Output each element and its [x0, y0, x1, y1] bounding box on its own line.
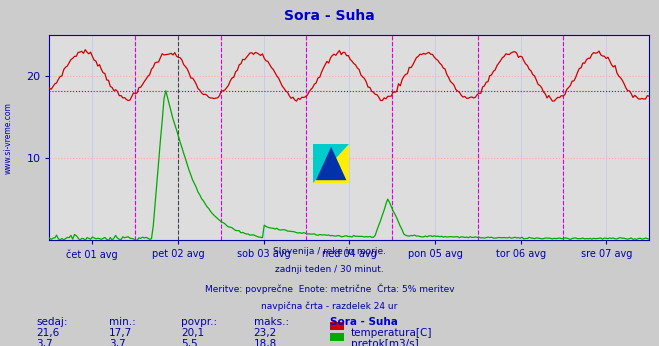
Text: 3,7: 3,7 [109, 339, 125, 346]
Text: temperatura[C]: temperatura[C] [351, 328, 432, 338]
Text: 3,7: 3,7 [36, 339, 53, 346]
Polygon shape [316, 147, 347, 180]
Text: 5,5: 5,5 [181, 339, 198, 346]
Text: Sora - Suha: Sora - Suha [330, 317, 397, 327]
Text: Sora - Suha: Sora - Suha [284, 9, 375, 22]
Polygon shape [313, 144, 349, 183]
Text: 18,8: 18,8 [254, 339, 277, 346]
Text: 21,6: 21,6 [36, 328, 59, 338]
Text: 20,1: 20,1 [181, 328, 204, 338]
Text: min.:: min.: [109, 317, 136, 327]
Text: navpična črta - razdelek 24 ur: navpična črta - razdelek 24 ur [262, 301, 397, 311]
Text: Meritve: povprečne  Enote: metrične  Črta: 5% meritev: Meritve: povprečne Enote: metrične Črta:… [205, 283, 454, 294]
Polygon shape [313, 144, 349, 183]
Text: Slovenija / reke in morje.: Slovenija / reke in morje. [273, 247, 386, 256]
Text: povpr.:: povpr.: [181, 317, 217, 327]
Text: www.si-vreme.com: www.si-vreme.com [3, 102, 13, 174]
Text: 23,2: 23,2 [254, 328, 277, 338]
Text: zadnji teden / 30 minut.: zadnji teden / 30 minut. [275, 265, 384, 274]
Text: maks.:: maks.: [254, 317, 289, 327]
Text: pretok[m3/s]: pretok[m3/s] [351, 339, 418, 346]
Text: 17,7: 17,7 [109, 328, 132, 338]
Text: sedaj:: sedaj: [36, 317, 68, 327]
